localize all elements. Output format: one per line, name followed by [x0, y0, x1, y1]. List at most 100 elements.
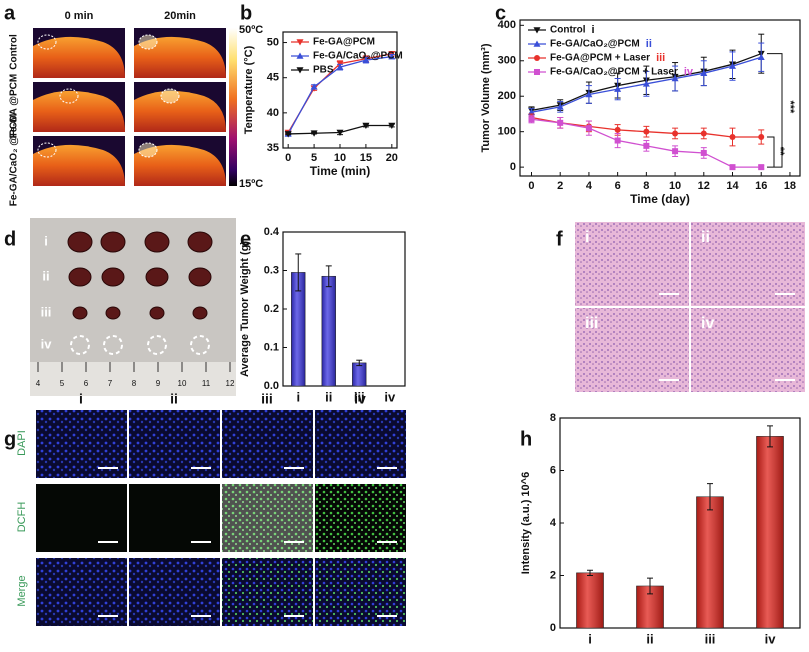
fluorescence-tile: [129, 410, 220, 478]
fluorescence-tile: [315, 410, 406, 478]
marker: [388, 122, 396, 130]
ruler-label: 12: [226, 379, 235, 388]
x-tick-label: 4: [586, 180, 593, 192]
y-axis-label: Tumor Volume (mm³): [480, 43, 492, 152]
legend-tag: ii: [646, 38, 652, 50]
y-tick-label: 0.1: [264, 341, 279, 353]
panel-label: f: [556, 228, 563, 250]
marker: [310, 83, 318, 90]
tumor: [72, 306, 88, 320]
panel-label: e: [240, 228, 251, 250]
roi: [138, 34, 158, 50]
marker: [296, 39, 304, 46]
marker: [672, 130, 679, 137]
row-label: Control: [9, 34, 20, 70]
y-tick-label: 0.2: [264, 303, 279, 315]
fluorescence-tile: [129, 558, 220, 626]
marker: [362, 122, 370, 130]
marker: [671, 75, 679, 82]
panel-a: a 0 min 20min Control Fe-GA @PCM Fe-GA/C…: [4, 2, 263, 206]
marker: [700, 149, 707, 156]
row-label: DAPI: [16, 430, 28, 456]
legend-label: Fe-GA@PCM: [313, 37, 375, 48]
histology-tile: [575, 308, 689, 392]
fluorescence-tile: [315, 484, 406, 552]
panel-label: h: [520, 428, 532, 450]
marker: [556, 103, 564, 110]
mouse: [33, 144, 125, 186]
legend-label: Fe-GA@PCM + Laser: [550, 53, 650, 64]
x-tick-label: i: [588, 631, 592, 646]
x-tick-label: iv: [765, 631, 777, 646]
fluorescence-tile: [36, 484, 127, 552]
empty-site: [190, 335, 210, 355]
fluorescence-tile: [222, 558, 313, 626]
x-tick-label: i: [296, 389, 300, 404]
tile-label: i: [585, 229, 589, 246]
tumor: [68, 267, 92, 287]
column-label: i: [79, 391, 83, 407]
row-label: iv: [41, 336, 53, 351]
x-tick-label: 8: [643, 180, 649, 192]
y-tick-label: 100: [498, 126, 516, 138]
y-axis-label: Temperature (°C): [243, 45, 255, 134]
marker: [336, 63, 344, 70]
marker: [614, 85, 622, 92]
ruler: [30, 362, 236, 396]
marker: [729, 62, 737, 69]
histology-tile: [575, 222, 689, 306]
mouse: [134, 90, 226, 132]
tile-label: ii: [701, 229, 710, 246]
x-axis-label: Time (min): [310, 164, 370, 178]
x-tick-label: ii: [325, 389, 332, 404]
tumor: [145, 267, 169, 287]
y-axis-label: Average Tumor Weight (g): [239, 241, 251, 377]
column-label: ii: [170, 391, 178, 407]
empty-site: [147, 335, 167, 355]
x-tick-label: 5: [311, 152, 317, 164]
y-tick-label: 8: [550, 412, 556, 424]
row-label: Fe-GA @PCM: [9, 74, 20, 138]
marker: [336, 129, 344, 137]
empty-site: [70, 335, 90, 355]
marker: [672, 148, 679, 155]
y-tick-label: 6: [550, 464, 556, 476]
fluorescence-tile: [36, 558, 127, 626]
panel-label: d: [4, 228, 16, 250]
x-tick-label: 10: [669, 180, 681, 192]
row-label: i: [44, 233, 48, 248]
tile-label: iii: [585, 315, 598, 332]
marker: [310, 130, 318, 137]
marker: [729, 164, 736, 171]
tumor: [149, 306, 165, 320]
tumor: [144, 231, 170, 253]
ruler-label: 5: [60, 379, 65, 388]
histology-tile: [691, 222, 805, 306]
y-tick-label: 2: [550, 569, 556, 581]
y-tick-label: 400: [498, 19, 516, 31]
tumor: [100, 231, 126, 253]
marker: [614, 126, 621, 133]
marker: [527, 108, 535, 115]
y-tick-label: 200: [498, 90, 516, 102]
row-label: ii: [42, 268, 49, 283]
marker: [362, 56, 370, 63]
bar-shade: [756, 436, 784, 628]
roi: [138, 142, 158, 158]
legend-label: Fe-GA/CaO₂@PCM: [313, 51, 403, 62]
marker: [757, 53, 765, 61]
marker: [534, 69, 540, 75]
legend-label: Fe-GA/CaO₂@PCM: [550, 39, 640, 50]
row-label: DCFH: [16, 502, 28, 533]
x-tick-label: 6: [615, 180, 621, 192]
row-label: iii: [41, 304, 52, 319]
roi: [59, 88, 79, 104]
marker: [534, 55, 540, 61]
tile-label: iv: [701, 315, 714, 332]
legend-tag: i: [592, 24, 595, 36]
ruler-label: 6: [84, 379, 89, 388]
legend-tag: iii: [656, 52, 665, 64]
